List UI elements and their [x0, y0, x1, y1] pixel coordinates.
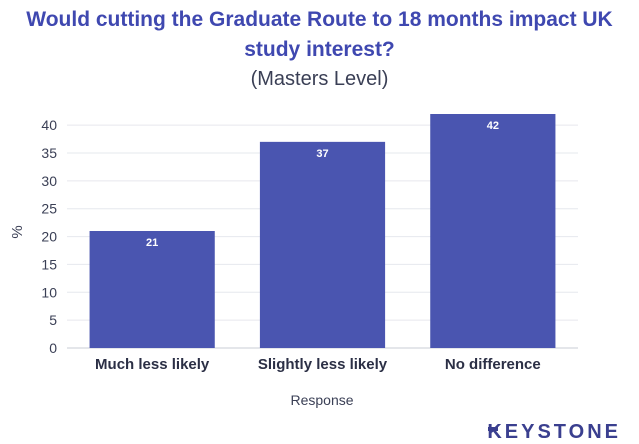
y-tick-label: 35	[41, 145, 57, 161]
x-tick-label: Slightly less likely	[258, 356, 388, 373]
y-tick-label: 15	[41, 256, 57, 272]
y-tick-label: 40	[41, 117, 57, 133]
brand-logo-mark	[488, 427, 498, 431]
x-axis-ticks: Much less likely Slightly less likely No d…	[95, 356, 541, 373]
bar	[89, 231, 215, 348]
y-axis-ticks: 0 5 10 15 20 25 30 35 40	[41, 117, 57, 356]
x-axis-label: Response	[290, 392, 353, 408]
bar-data-label: 42	[487, 120, 499, 132]
bar	[430, 114, 556, 348]
bar-data-label: 21	[146, 237, 158, 249]
brand-watermark: KEYSTONE	[487, 421, 621, 443]
chart-subtitle: (Masters Level)	[250, 68, 389, 90]
chart-title-line-2: study interest?	[244, 38, 395, 61]
y-tick-label: 10	[41, 284, 57, 300]
y-tick-label: 5	[49, 312, 57, 328]
bar	[259, 141, 386, 348]
y-tick-label: 25	[41, 201, 57, 217]
chart-title-line-1: Would cutting the Graduate Route to 18 m…	[26, 8, 613, 31]
y-tick-label: 0	[49, 340, 57, 356]
y-tick-label: 20	[41, 229, 57, 245]
y-axis-label: %	[9, 225, 26, 238]
bar-chart: 0 5 10 15 20 25 30 35 40 21 37 42 Much less likely…	[9, 114, 578, 408]
bar-data-label: 37	[316, 148, 328, 160]
y-tick-label: 30	[41, 173, 57, 189]
x-tick-label: Much less likely	[95, 356, 210, 373]
bars: 21 37 42	[89, 114, 556, 348]
x-tick-label: No difference	[445, 356, 541, 373]
